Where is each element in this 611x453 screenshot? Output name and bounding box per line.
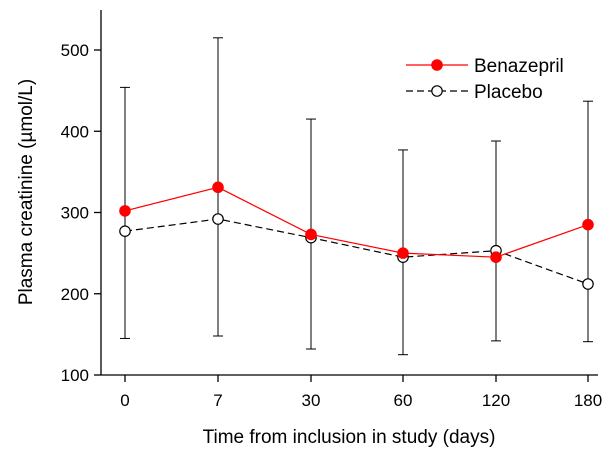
x-axis-title: Time from inclusion in study (days)	[203, 427, 496, 448]
series-points	[119, 181, 594, 290]
series-lines	[124, 186, 589, 285]
point-benazepril-60	[397, 247, 409, 259]
y-tick-label-400: 400	[61, 122, 89, 141]
point-benazepril-120	[490, 251, 502, 263]
point-placebo-0	[119, 225, 131, 237]
x-tick-label-120: 120	[482, 391, 510, 410]
legend-marker-benazepril	[431, 59, 443, 71]
y-axis-title: Plasma creatinine (µmol/L)	[16, 79, 37, 305]
legend-item-benazepril: Benazepril	[406, 56, 564, 77]
x-tick-label-180: 180	[574, 391, 602, 410]
legend-marker-placebo	[431, 85, 443, 97]
series-line-placebo	[124, 218, 589, 285]
point-benazepril-30	[305, 228, 317, 241]
point-benazepril-7	[212, 181, 224, 194]
x-tick-label-0: 0	[120, 391, 129, 410]
point-benazepril-0	[119, 205, 131, 217]
point-placebo-180	[582, 278, 594, 290]
x-tick-label-30: 30	[302, 391, 321, 410]
point-placebo-7	[212, 213, 224, 225]
x-tick-label-60: 60	[394, 391, 413, 410]
legend-item-placebo: Placebo	[406, 82, 543, 103]
axes	[100, 10, 598, 376]
y-tick-label-200: 200	[61, 285, 89, 304]
legend: Benazepril Placebo	[406, 56, 564, 103]
y-tick-label-500: 500	[61, 41, 89, 60]
y-ticks: 100 200 300 400 500	[61, 41, 101, 385]
y-tick-label-100: 100	[61, 366, 89, 385]
x-tick-label-7: 7	[213, 391, 222, 410]
legend-label-placebo: Placebo	[474, 82, 543, 103]
legend-label-benazepril: Benazepril	[474, 56, 564, 77]
y-tick-label-300: 300	[61, 204, 89, 223]
x-ticks: 0 7 30 60 120 180	[120, 375, 602, 410]
point-benazepril-180	[582, 218, 594, 231]
series-line-benazepril	[124, 186, 589, 258]
